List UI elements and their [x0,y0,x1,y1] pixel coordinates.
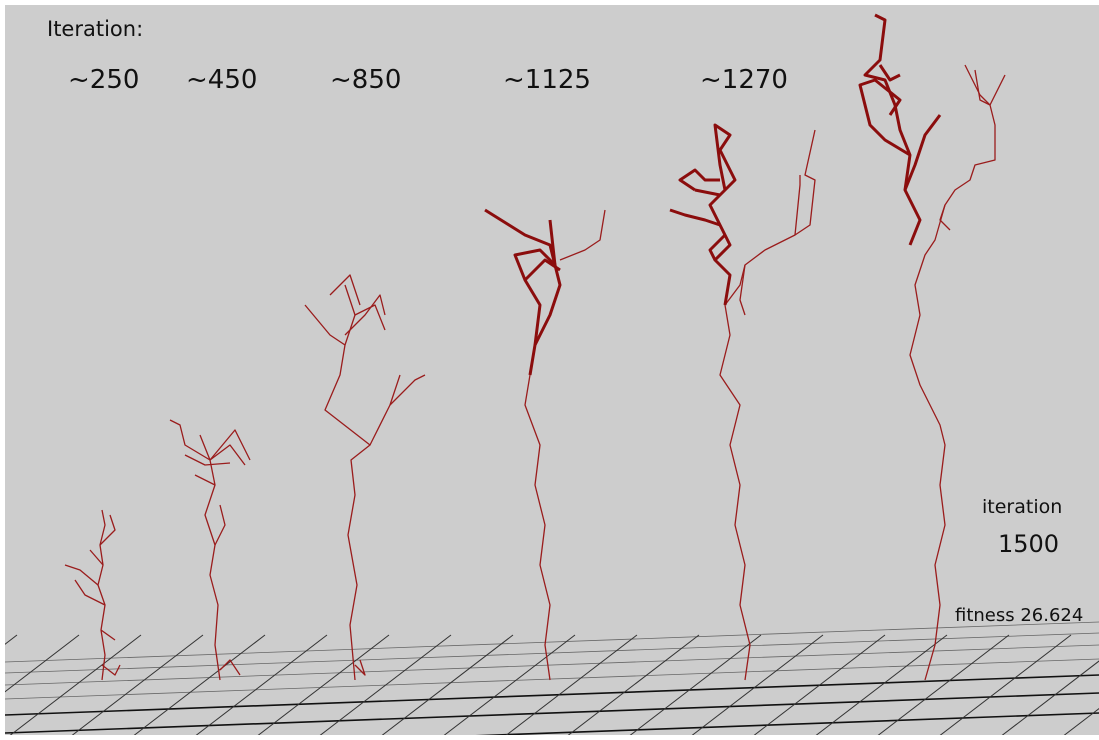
scene: Iteration: ~250 ~450 ~850 ~1125 ~1270 it… [5,5,1099,735]
final-iteration: 1500 [998,530,1059,558]
tree-450 [170,420,250,680]
trees [5,5,1099,735]
stage-label: ~450 [186,65,257,95]
stage-label: ~1125 [503,65,591,95]
tree-1125 [485,210,605,680]
fitness: fitness 26.624 [955,605,1083,626]
tree-850 [305,275,425,680]
tree-1270 [670,125,815,680]
tree-250 [65,510,120,680]
iteration-heading: Iteration: [47,17,143,41]
final-label: iteration [982,496,1062,518]
stage-label: ~850 [330,65,401,95]
stage-label: ~1270 [700,65,788,95]
stage-label: ~250 [68,65,139,95]
viewport: Iteration: ~250 ~450 ~850 ~1125 ~1270 it… [0,0,1099,740]
tree-1500 [860,15,1005,680]
